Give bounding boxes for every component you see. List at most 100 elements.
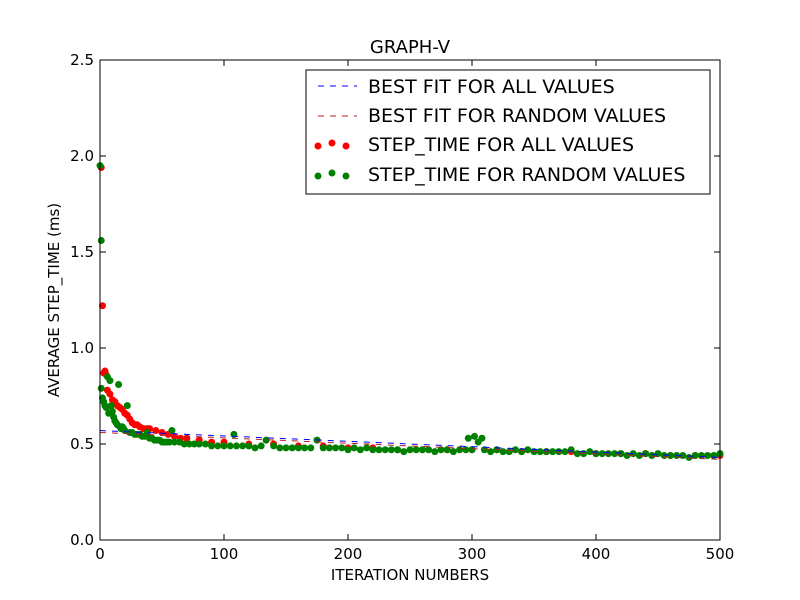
scatter-point-random-values (350, 444, 358, 452)
x-tick-label: 0 (95, 545, 105, 563)
scatter-point-all-values (106, 390, 114, 398)
scatter-point-random-values (369, 446, 377, 454)
y-tick-label: 1.5 (70, 243, 94, 261)
scatter-point-random-values (468, 446, 476, 454)
best-fit-random-line (99, 431, 721, 460)
scatter-point-random-values (536, 448, 544, 456)
plot-frame (99, 59, 721, 541)
scatter-point-random-values (710, 452, 718, 460)
legend-marker (342, 142, 350, 150)
scatter-point-random-values (704, 452, 712, 460)
scatter-point-random-values (394, 446, 402, 454)
legend-box (305, 69, 711, 195)
legend-label-step-time-all: STEP_TIME FOR ALL VALUES (368, 134, 634, 156)
scatter-point-random-values (456, 446, 464, 454)
scatter-point-random-values (697, 452, 705, 460)
scatter-point-random-values (685, 453, 693, 461)
scatter-point-random-values (480, 446, 488, 454)
scatter-point-random-values (505, 448, 513, 456)
scatter-point-random-values (437, 446, 445, 454)
scatter-point-random-values (691, 452, 699, 460)
y-axis-title: AVERAGE STEP_TIME (ms) (45, 203, 64, 397)
y-tick-label: 2.0 (70, 147, 94, 165)
legend-marker (314, 142, 322, 150)
legend-marker (328, 169, 336, 177)
scatter-point-random-values (387, 446, 395, 454)
legend: BEST FIT FOR ALL VALUES BEST FIT FOR RAN… (305, 69, 711, 195)
scatter-point-random-values (97, 384, 105, 392)
x-axis-title: ITERATION NUMBERS (331, 566, 489, 584)
scatter-point-random-values (598, 450, 606, 458)
scatter-point-random-values (185, 440, 193, 448)
scatter-point-random-values (400, 448, 408, 456)
scatter-point-all-values (152, 427, 160, 435)
x-tick-label: 200 (334, 545, 363, 563)
scatter-point-random-values (375, 446, 383, 454)
scatter-point-random-values (518, 448, 526, 456)
scatter-point-random-values (586, 448, 594, 456)
scatter-point-random-values (208, 442, 216, 450)
scatter-point-random-values (108, 407, 116, 415)
chart-title: GRAPH-V (370, 37, 451, 58)
scatter-point-random-values (168, 427, 176, 435)
scatter-point-random-values (425, 446, 433, 454)
plot-layer (96, 162, 724, 461)
scatter-point-random-values (251, 444, 259, 452)
y-tick-label: 1.0 (70, 339, 94, 357)
scatter-point-random-values (294, 444, 302, 452)
legend-entry-best-fit-random: BEST FIT FOR RANDOM VALUES (318, 105, 666, 127)
scatter-point-random-values (406, 446, 414, 454)
y-tick-label: 0.0 (70, 531, 94, 549)
scatter-point-all-values (98, 302, 106, 310)
scatter-point-all-values (170, 432, 178, 440)
scatter-point-random-values (561, 448, 569, 456)
legend-label-step-time-random: STEP_TIME FOR RANDOM VALUES (368, 164, 685, 186)
scatter-point-random-values (107, 402, 115, 410)
scatter-point-random-values (282, 444, 290, 452)
scatter-point-random-values (319, 444, 327, 452)
scatter-point-random-values (170, 438, 178, 446)
scatter-point-random-values (270, 442, 278, 450)
scatter-point-random-values (412, 446, 420, 454)
scatter-point-random-values (190, 440, 198, 448)
scatter-point-random-values (239, 442, 247, 450)
scatter-point-random-values (201, 440, 209, 448)
scatter-point-random-values (611, 450, 619, 458)
x-tick-label: 100 (210, 545, 239, 563)
legend-marker (314, 172, 322, 180)
y-tick-label: 2.5 (70, 51, 94, 69)
legend-marker (328, 139, 336, 147)
scatter-point-random-values (648, 452, 656, 460)
scatter-point-random-values (604, 450, 612, 458)
scatter-point-random-values (654, 450, 662, 458)
legend-label-best-fit-random: BEST FIT FOR RANDOM VALUES (368, 105, 666, 127)
scatter-point-random-values (363, 444, 371, 452)
scatter-point-random-values (276, 444, 284, 452)
scatter-point-random-values (115, 380, 123, 388)
scatter-point-random-values (642, 450, 650, 458)
scatter-point-random-values (555, 448, 563, 456)
scatter-point-random-values (262, 436, 270, 444)
scatter-point-random-values (549, 448, 557, 456)
scatter-point-random-values (511, 446, 519, 454)
scatter-point-random-values (214, 442, 222, 450)
scatter-point-random-values (499, 448, 507, 456)
scatter-point-random-values (418, 446, 426, 454)
scatter-point-random-values (301, 444, 309, 452)
legend-entry-best-fit-all: BEST FIT FOR ALL VALUES (318, 76, 615, 98)
scatter-point-random-values (325, 444, 333, 452)
scatter-point-random-values (307, 444, 315, 452)
scatter-point-random-values (180, 440, 188, 448)
scatter-point-random-values (462, 446, 470, 454)
best-fit-all-line (99, 430, 721, 458)
scatter-point-random-values (332, 444, 340, 452)
scatter-point-random-values (338, 444, 346, 452)
scatter-point-random-values (344, 446, 352, 454)
scatter-point-random-values (381, 446, 389, 454)
x-tick-label: 300 (458, 545, 487, 563)
scatter-point-random-values (245, 442, 253, 450)
x-tick-label: 400 (582, 545, 611, 563)
scatter-point-random-values (449, 448, 457, 456)
scatter-point-random-values (232, 442, 240, 450)
